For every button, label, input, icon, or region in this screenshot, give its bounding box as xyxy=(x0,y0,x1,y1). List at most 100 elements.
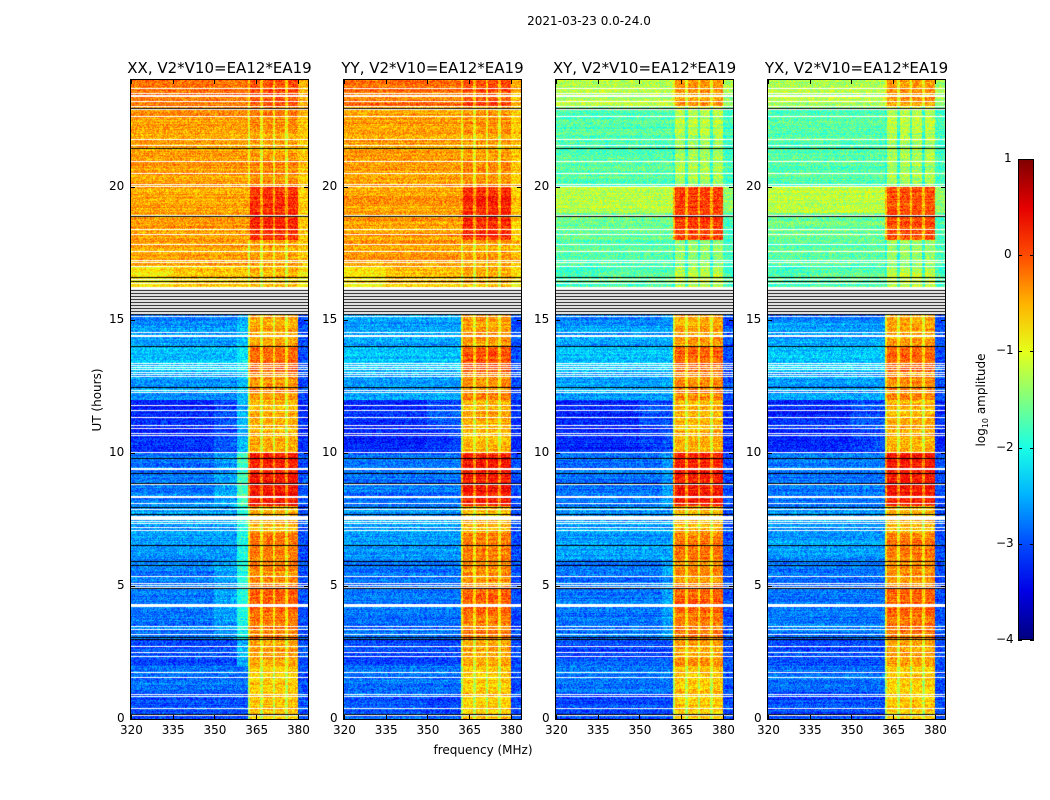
x-tick-mark xyxy=(469,715,471,719)
y-tick-label: 0 xyxy=(117,711,125,725)
colorbar-tick-mark xyxy=(1018,159,1022,160)
colorbar-label-log: log xyxy=(973,428,988,447)
x-tick-mark xyxy=(172,80,174,84)
x-tick-label: 350 xyxy=(203,723,227,737)
x-tick-mark xyxy=(934,715,936,719)
x-tick-label: 320 xyxy=(757,723,780,737)
panel-title: XY, V2*V10=EA12*EA19 xyxy=(552,59,737,77)
y-tick-label: 20 xyxy=(109,178,125,193)
x-tick-mark xyxy=(722,80,724,84)
y-tick-label: 0 xyxy=(754,711,762,725)
panel-title: XX, V2*V10=EA12*EA19 xyxy=(127,59,312,77)
y-tick-label: 5 xyxy=(330,577,338,592)
heatmap-panel-xy xyxy=(555,79,734,720)
x-tick-mark xyxy=(768,80,769,84)
y-tick-mark xyxy=(344,452,348,454)
colorbar-tick-label: −3 xyxy=(996,535,1014,550)
x-tick-mark xyxy=(427,80,429,84)
y-tick-mark xyxy=(941,585,945,587)
y-tick-label: 0 xyxy=(330,711,338,725)
x-tick-label: 335 xyxy=(374,723,398,737)
y-tick-label: 15 xyxy=(322,311,338,326)
y-tick-label: 20 xyxy=(534,178,550,193)
heatmap-image xyxy=(768,80,945,719)
x-tick-mark xyxy=(639,715,641,719)
colorbar xyxy=(1018,159,1034,640)
x-tick-label: 320 xyxy=(333,723,356,737)
y-tick-mark xyxy=(304,319,308,321)
panel-title: YY, V2*V10=EA12*EA19 xyxy=(341,59,524,77)
x-tick-mark xyxy=(768,715,769,719)
x-tick-label: 365 xyxy=(882,723,906,737)
x-tick-mark xyxy=(556,715,557,719)
panel-title: YX, V2*V10=EA12*EA19 xyxy=(764,59,949,77)
y-tick-mark xyxy=(941,319,945,321)
heatmap-panel-yx xyxy=(767,79,946,720)
y-tick-mark xyxy=(517,719,521,720)
y-tick-mark xyxy=(768,585,772,587)
figure-title: 2021-03-23 0.0-24.0 xyxy=(527,14,651,28)
x-tick-mark xyxy=(722,715,724,719)
y-tick-mark xyxy=(729,585,733,587)
x-tick-mark xyxy=(893,715,895,719)
y-tick-mark xyxy=(941,186,945,188)
x-tick-label: 350 xyxy=(628,723,652,737)
x-tick-label: 320 xyxy=(120,723,143,737)
y-tick-mark xyxy=(768,719,772,720)
colorbar-tick-mark xyxy=(1018,447,1022,449)
x-tick-label: 365 xyxy=(458,723,482,737)
x-tick-mark xyxy=(344,80,345,84)
y-tick-mark xyxy=(517,186,521,188)
x-tick-label: 380 xyxy=(711,723,735,737)
x-tick-mark xyxy=(597,80,599,84)
x-tick-mark xyxy=(172,715,174,719)
x-tick-label: 350 xyxy=(840,723,864,737)
x-tick-mark xyxy=(809,715,811,719)
y-tick-mark xyxy=(517,585,521,587)
y-tick-label: 15 xyxy=(746,311,762,326)
x-axis-label: frequency (MHz) xyxy=(433,743,533,757)
y-tick-mark xyxy=(131,319,135,321)
colorbar-label-sub: 10 xyxy=(981,417,991,429)
x-tick-label: 335 xyxy=(586,723,610,737)
heatmap-image xyxy=(344,80,521,719)
y-tick-label: 20 xyxy=(322,178,338,193)
y-tick-mark xyxy=(304,186,308,188)
y-tick-mark xyxy=(131,452,135,454)
x-tick-mark xyxy=(510,80,512,84)
colorbar-tick-label: −2 xyxy=(996,439,1014,454)
x-tick-mark xyxy=(681,715,683,719)
colorbar-label: log10 amplitude xyxy=(974,354,990,447)
heatmap-image xyxy=(131,80,308,719)
colorbar-tick-label: 0 xyxy=(1004,247,1012,262)
y-tick-mark xyxy=(517,452,521,454)
y-tick-mark xyxy=(344,585,348,587)
y-tick-mark xyxy=(729,186,733,188)
y-tick-mark xyxy=(768,452,772,454)
y-tick-mark xyxy=(556,319,560,321)
x-tick-mark xyxy=(344,715,345,719)
y-tick-mark xyxy=(344,719,348,720)
y-tick-mark xyxy=(344,319,348,321)
x-tick-label: 365 xyxy=(670,723,694,737)
colorbar-tick-mark xyxy=(1030,351,1034,353)
x-tick-label: 380 xyxy=(923,723,947,737)
y-tick-label: 10 xyxy=(746,444,762,459)
x-tick-label: 350 xyxy=(416,723,440,737)
x-tick-label: 365 xyxy=(245,723,269,737)
y-tick-label: 5 xyxy=(754,577,762,592)
colorbar-tick-mark xyxy=(1030,543,1034,545)
y-tick-label: 15 xyxy=(109,311,125,326)
y-tick-mark xyxy=(304,719,308,720)
x-tick-mark xyxy=(639,80,641,84)
y-tick-label: 5 xyxy=(117,577,125,592)
y-tick-mark xyxy=(344,186,348,188)
y-tick-label: 5 xyxy=(542,577,550,592)
x-tick-mark xyxy=(851,80,853,84)
y-tick-mark xyxy=(729,719,733,720)
x-tick-mark xyxy=(893,80,895,84)
x-tick-mark xyxy=(256,715,258,719)
y-tick-mark xyxy=(941,452,945,454)
y-tick-mark xyxy=(729,319,733,321)
y-tick-label: 10 xyxy=(534,444,550,459)
